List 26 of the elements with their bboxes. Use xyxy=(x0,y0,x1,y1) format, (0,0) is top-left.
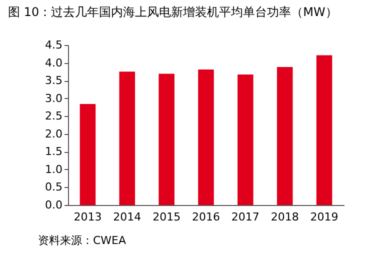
chart-title: 图 10：过去几年国内海上风电新增装机平均单台功率（MW） xyxy=(8,5,338,19)
y-tick-label: 3.5 xyxy=(45,74,62,88)
y-tick-label: 1.0 xyxy=(45,162,62,176)
text: 资料来源：CWEA xyxy=(38,234,127,247)
x-tick-label: 2017 xyxy=(231,210,260,224)
bar xyxy=(198,70,214,205)
y-tick-label: 0.5 xyxy=(45,180,62,194)
x-tick-label: 2019 xyxy=(310,210,338,224)
y-tick-label: 0.0 xyxy=(45,198,62,212)
y-tick-label: 2.0 xyxy=(45,127,62,140)
x-tick-label: 2015 xyxy=(152,210,181,224)
x-tick-label: 2018 xyxy=(270,210,299,224)
bar xyxy=(276,67,293,205)
bar xyxy=(119,72,136,205)
y-tick-label: 4.0 xyxy=(45,56,62,70)
x-tick-label: 2013 xyxy=(74,210,102,224)
bar xyxy=(158,74,174,205)
bar xyxy=(316,55,332,205)
y-tick-label: 2.5 xyxy=(45,110,62,123)
x-tick-label: 2014 xyxy=(113,210,142,224)
bar xyxy=(238,74,254,205)
x-tick-label: 2016 xyxy=(192,210,220,224)
y-tick-label: 1.5 xyxy=(45,145,62,158)
bar xyxy=(80,104,96,205)
y-tick-label: 3.0 xyxy=(45,92,62,105)
y-tick-label: 4.5 xyxy=(45,38,62,52)
